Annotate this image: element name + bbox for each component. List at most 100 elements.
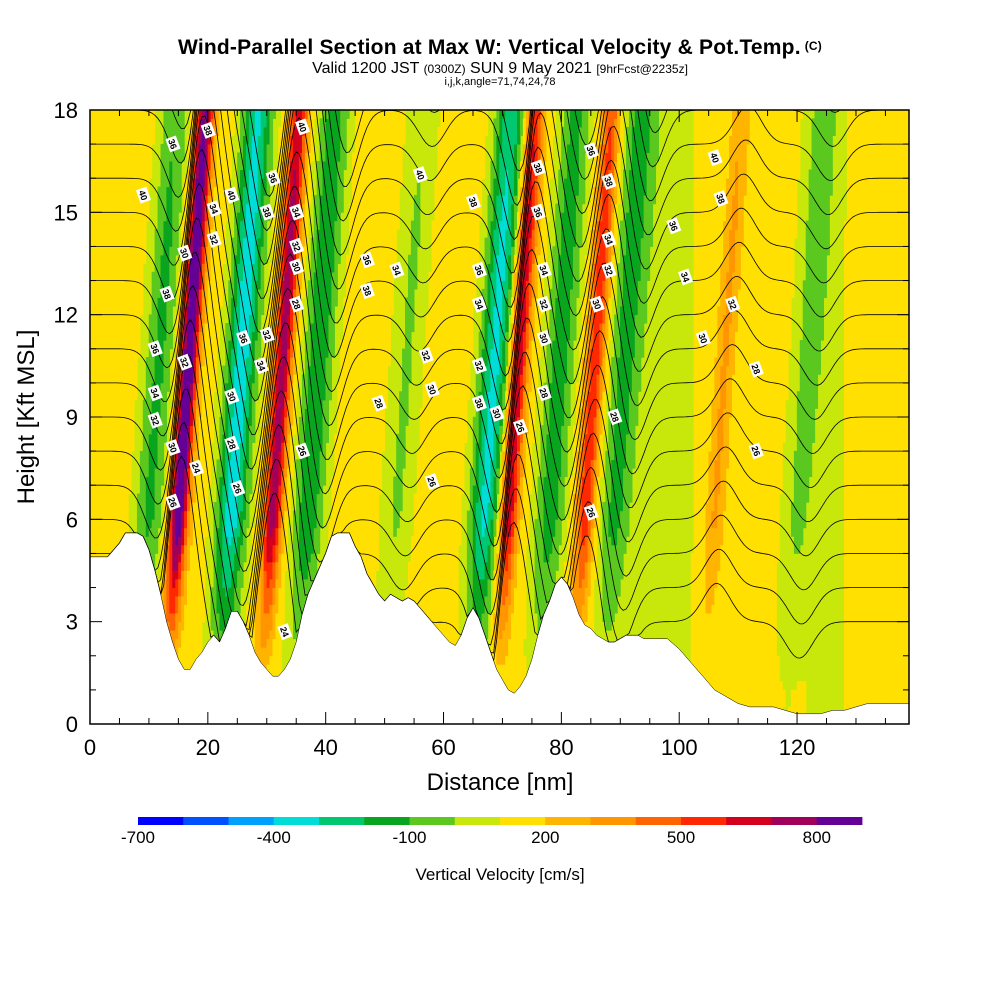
velocity-cell: [172, 255, 176, 264]
velocity-cell: [134, 366, 138, 375]
velocity-cell: [214, 349, 218, 358]
velocity-cell: [219, 297, 223, 306]
velocity-cell: [205, 494, 209, 503]
velocity-cell: [264, 246, 268, 255]
velocity-cell: [208, 451, 212, 460]
velocity-cell: [143, 229, 147, 238]
velocity-cell: [166, 374, 170, 383]
velocity-cell: [258, 349, 262, 358]
velocity-cell: [125, 494, 129, 503]
velocity-cell: [270, 135, 274, 144]
velocity-cell: [320, 511, 324, 520]
velocity-cell: [249, 442, 253, 451]
velocity-cell: [175, 212, 179, 221]
velocity-cell: [293, 383, 297, 392]
velocity-cell: [219, 289, 223, 298]
velocity-cell: [169, 340, 173, 349]
velocity-cell: [216, 323, 220, 332]
velocity-cell: [278, 656, 282, 665]
velocity-cell: [125, 511, 129, 520]
velocity-cell: [334, 289, 338, 298]
velocity-cell: [152, 127, 156, 136]
velocity-cell: [231, 127, 235, 136]
velocity-cell: [216, 314, 220, 323]
velocity-cell: [284, 519, 288, 528]
velocity-cell: [261, 289, 265, 298]
velocity-cell: [166, 383, 170, 392]
velocity-cell: [140, 263, 144, 272]
velocity-cell: [137, 323, 141, 332]
velocity-cell: [228, 152, 232, 161]
velocity-cell: [137, 340, 141, 349]
velocity-cell: [305, 221, 309, 230]
velocity-cell: [258, 340, 262, 349]
velocity-cell: [181, 110, 185, 119]
velocity-cell: [249, 459, 253, 468]
velocity-cell: [281, 596, 285, 605]
velocity-cell: [149, 152, 153, 161]
velocity-cell: [128, 476, 132, 485]
velocity-cell: [334, 297, 338, 306]
velocity-cell: [296, 340, 300, 349]
velocity-cell: [178, 169, 182, 178]
velocity-cell: [158, 485, 162, 494]
velocity-cell: [140, 306, 144, 315]
velocity-cell: [249, 451, 253, 460]
velocity-cell: [323, 468, 327, 477]
velocity-cell: [243, 553, 247, 562]
velocity-cell: [325, 434, 329, 443]
velocity-cell: [178, 204, 182, 213]
velocity-cell: [272, 110, 276, 119]
velocity-cell: [249, 485, 253, 494]
velocity-cell: [240, 579, 244, 588]
velocity-cell: [140, 289, 144, 298]
velocity-cell: [166, 349, 170, 358]
velocity-cell: [296, 357, 300, 366]
velocity-cell: [308, 187, 312, 196]
velocity-cell: [328, 357, 332, 366]
velocity-cell: [143, 255, 147, 264]
velocity-cell: [278, 639, 282, 648]
velocity-cell: [299, 314, 303, 323]
velocity-cell: [131, 425, 135, 434]
velocity-cell: [205, 528, 209, 537]
velocity-cell: [278, 664, 282, 673]
velocity-cell: [270, 144, 274, 153]
velocity-cell: [328, 366, 332, 375]
velocity-cell: [255, 383, 259, 392]
velocity-cell: [143, 221, 147, 230]
velocity-cell: [334, 263, 338, 272]
velocity-cell: [169, 314, 173, 323]
velocity-cell: [202, 613, 206, 622]
cross-section-chart: 4036343236383032302426383432403630282636…: [0, 0, 1000, 1000]
velocity-cell: [246, 511, 250, 520]
velocity-cell: [311, 152, 315, 161]
velocity-cell: [128, 468, 132, 477]
velocity-cell: [228, 144, 232, 153]
velocity-cell: [199, 639, 203, 648]
velocity-cell: [261, 272, 265, 281]
velocity-cell: [255, 374, 259, 383]
velocity-cell: [331, 323, 335, 332]
velocity-cell: [211, 434, 215, 443]
velocity-cell: [252, 408, 256, 417]
velocity-cell: [222, 255, 226, 264]
velocity-cell: [172, 272, 176, 281]
velocity-cell: [270, 152, 274, 161]
velocity-cell: [175, 238, 179, 247]
velocity-cell: [317, 528, 321, 537]
velocity-cell: [231, 118, 235, 127]
velocity-cell: [134, 357, 138, 366]
velocity-cell: [243, 545, 247, 554]
velocity-cell: [202, 562, 206, 571]
velocity-cell: [149, 161, 153, 170]
velocity-cell: [252, 425, 256, 434]
velocity-cell: [325, 400, 329, 409]
velocity-cell: [299, 323, 303, 332]
velocity-cell: [308, 178, 312, 187]
velocity-cell: [137, 332, 141, 341]
velocity-cell: [131, 442, 135, 451]
velocity-cell: [287, 476, 291, 485]
velocity-cell: [281, 570, 285, 579]
velocity-cell: [249, 476, 253, 485]
